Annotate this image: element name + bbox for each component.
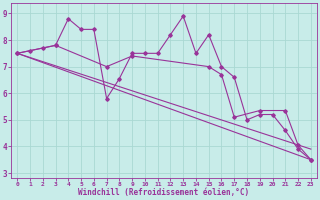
X-axis label: Windchill (Refroidissement éolien,°C): Windchill (Refroidissement éolien,°C) (78, 188, 250, 197)
